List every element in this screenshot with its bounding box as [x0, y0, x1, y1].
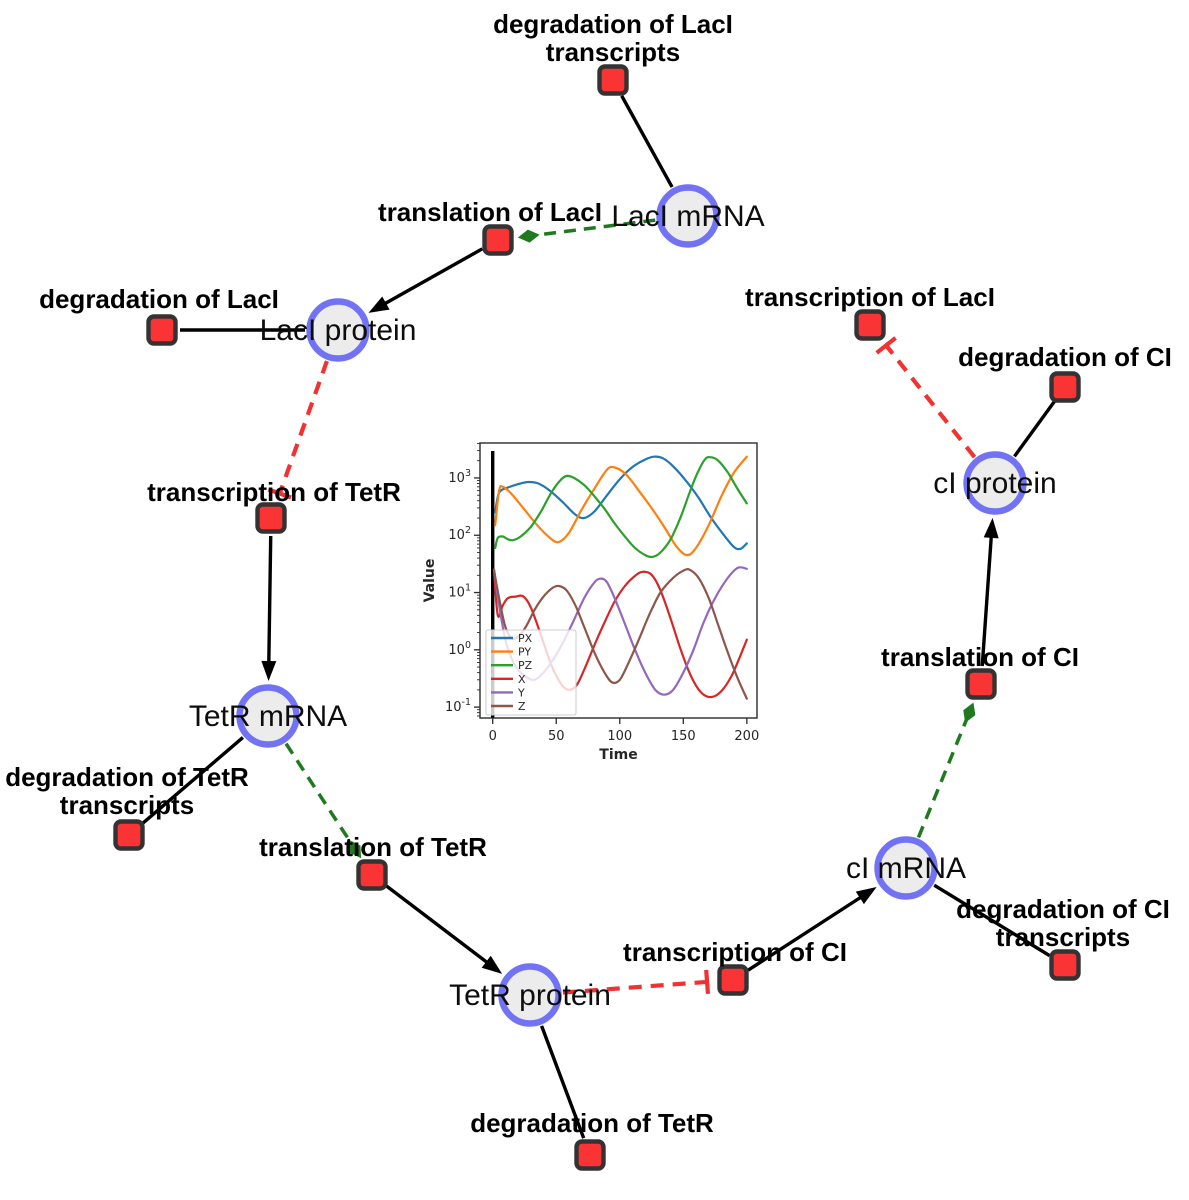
reaction-label-deg_tetr_tx: transcripts [60, 790, 194, 820]
species-label-laci_mrna: LacI mRNA [611, 200, 764, 233]
reaction-node-txn_laci[interactable] [854, 309, 886, 341]
edge-production-transl_tetr-to-tetr_protein-arrowhead [481, 955, 503, 974]
edge-production-txn_ci-to-ci_mrna [747, 893, 866, 972]
edge-modifier-laci_mrna-to-transl_laci-arrowhead [517, 229, 540, 243]
reaction-label-deg_tetr: degradation of TetR [470, 1108, 714, 1138]
reaction-label-txn_laci: transcription of LacI [745, 282, 995, 312]
edge-consumption-ci_protein-to-deg_ci [1013, 400, 1056, 458]
y-axis-label: Value [422, 559, 438, 603]
reaction-label-transl_tetr: translation of TetR [259, 832, 487, 862]
reaction-node-deg_laci_tx[interactable] [597, 64, 629, 96]
edge-inhibition-laci_protein-to-txn_tetr [277, 360, 329, 495]
edge-production-transl_laci-to-laci_protein-arrowhead [368, 296, 390, 313]
reaction-label-deg_ci_tx: transcripts [996, 922, 1130, 952]
edge-modifier-ci_mrna-to-transl_ci-arrowhead [963, 702, 976, 723]
species-label-laci_protein: LacI protein [260, 314, 417, 347]
edge-production-transl_ci-to-ci_protein [980, 531, 994, 667]
edge-inhibition-laci_protein-to-txn_tetr-tbar [267, 487, 292, 500]
species-label-ci_protein: cI protein [933, 467, 1056, 500]
x-tick-label: 100 [607, 729, 632, 744]
edge-production-txn_tetr-to-tetr_mrna-arrowhead [261, 660, 277, 682]
reaction-node-deg_tetr[interactable] [574, 1139, 606, 1171]
reaction-node-transl_tetr[interactable] [356, 859, 388, 891]
edges-layer [141, 94, 1056, 1139]
species-label-tetr_mrna: TetR mRNA [189, 700, 347, 733]
edge-production-transl_tetr-to-tetr_protein [385, 884, 493, 967]
edge-consumption-tetr_protein-to-deg_tetr [539, 1025, 586, 1139]
legend-label-PY: PY [518, 646, 531, 659]
reaction-label-deg_tetr_tx: degradation of TetR [5, 762, 249, 792]
x-tick-label: 50 [548, 729, 565, 744]
reaction-node-transl_ci[interactable] [965, 668, 997, 700]
y-tick-label: 100 [448, 640, 471, 658]
x-tick-label: 0 [489, 729, 497, 744]
edge-consumption-ci_mrna-to-deg_ci_tx [933, 883, 1051, 958]
edge-production-transl_laci-to-laci_protein [379, 247, 484, 308]
reaction-label-deg_laci: degradation of LacI [39, 284, 279, 314]
x-axis-label: Time [599, 747, 637, 763]
species-node-tetr_protein[interactable] [498, 963, 562, 1027]
species-node-laci_protein[interactable] [306, 298, 370, 362]
reaction-node-txn_tetr[interactable] [255, 502, 287, 534]
edge-inhibition-tetr_protein-to-txn_ci-tbar [704, 969, 711, 995]
species-node-tetr_mrna[interactable] [236, 684, 300, 748]
series-line-PY [494, 455, 748, 557]
edge-consumption-laci_mrna-to-deg_laci_tx [620, 94, 674, 188]
series-line-Z [492, 568, 748, 700]
species-label-ci_mrna: cI mRNA [846, 852, 966, 885]
series-line-X [492, 568, 748, 699]
reaction-label-deg_laci_tx: degradation of LacI [493, 9, 733, 39]
reaction-label-deg_laci_tx: transcripts [546, 37, 680, 67]
legend-label-Z: Z [518, 700, 526, 713]
reaction-label-txn_tetr: transcription of TetR [147, 477, 401, 507]
labels-layer: degradation of LacItranscriptstranslatio… [5, 9, 1172, 1138]
chart-frame [479, 442, 758, 719]
species-node-ci_mrna[interactable] [874, 836, 938, 900]
y-tick-label: 103 [448, 468, 471, 486]
reaction-node-deg_ci_tx[interactable] [1049, 949, 1081, 981]
species-node-laci_mrna[interactable] [656, 184, 720, 248]
x-tick-label: 150 [671, 729, 696, 744]
species-label-tetr_protein: TetR protein [449, 979, 611, 1012]
reaction-node-transl_laci[interactable] [482, 224, 514, 256]
edge-consumption-tetr_mrna-to-deg_tetr_tx [141, 736, 245, 825]
legend-label-X: X [518, 673, 526, 686]
reaction-node-txn_ci[interactable] [717, 964, 749, 996]
edge-inhibition-tetr_protein-to-txn_ci [562, 979, 708, 995]
reaction-node-deg_tetr_tx[interactable] [113, 819, 145, 851]
reaction-label-deg_ci: degradation of CI [958, 342, 1172, 372]
reaction-node-deg_ci[interactable] [1049, 371, 1081, 403]
reaction-label-deg_ci_tx: degradation of CI [956, 894, 1170, 924]
x-tick-label: 200 [734, 729, 759, 744]
edge-production-txn_tetr-to-tetr_mrna [267, 535, 273, 668]
edge-inhibition-ci_protein-to-txn_laci-tbar [875, 336, 897, 355]
nodes-layer [113, 64, 1081, 1171]
edge-modifier-tetr_mrna-to-transl_tetr [284, 742, 356, 850]
edge-modifier-ci_mrna-to-transl_ci [916, 712, 971, 839]
species-node-ci_protein[interactable] [963, 451, 1027, 515]
edge-modifier-laci_mrna-to-transl_laci [529, 218, 656, 238]
legend-label-Y: Y [517, 686, 525, 699]
edge-production-transl_ci-to-ci_protein-arrowhead [983, 517, 999, 539]
reaction-label-transl_ci: translation of CI [881, 642, 1079, 672]
reaction-label-txn_ci: transcription of CI [623, 937, 847, 967]
edge-production-txn_ci-to-ci_mrna-arrowhead [855, 887, 877, 905]
reaction-node-deg_laci[interactable] [146, 314, 178, 346]
reaction-label-transl_laci: translation of LacI [378, 197, 602, 227]
y-tick-label: 10-1 [445, 697, 471, 715]
y-tick-label: 101 [448, 583, 471, 601]
series-line-PZ [494, 456, 748, 559]
edge-modifier-tetr_mrna-to-transl_tetr-arrowhead [349, 839, 362, 859]
y-tick-label: 102 [448, 525, 471, 543]
edge-inhibition-ci_protein-to-txn_laci [884, 344, 977, 459]
legend-label-PX: PX [518, 632, 533, 645]
legend-label-PZ: PZ [518, 659, 533, 672]
